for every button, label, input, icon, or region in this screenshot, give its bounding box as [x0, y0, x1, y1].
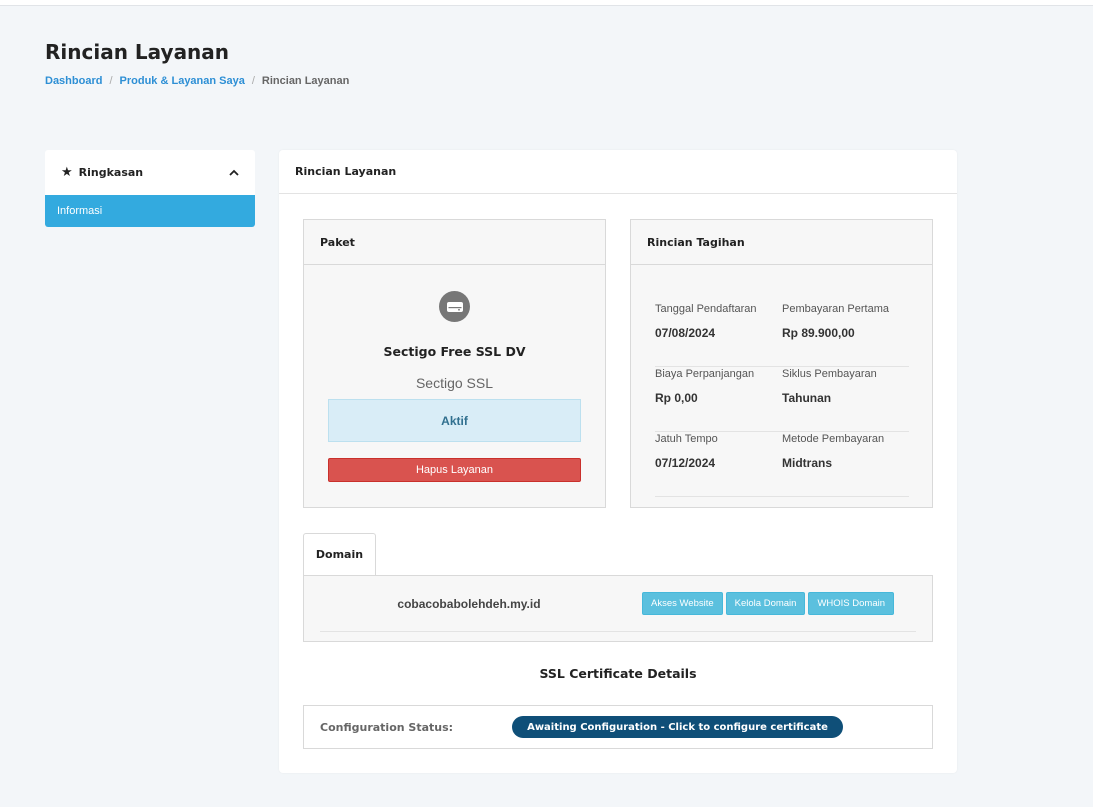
package-box: Paket Sectigo Free SSL DV Sectigo SSL Ak… [303, 219, 606, 508]
status-badge: Aktif [328, 399, 581, 442]
billing-value: Midtrans [782, 456, 833, 470]
billing-cell: Jatuh Tempo 07/12/2024 [655, 432, 782, 496]
breadcrumb-separator: / [109, 75, 113, 87]
configuration-status-label: Configuration Status: [320, 720, 454, 734]
sidebar-header[interactable]: ★ Ringkasan [45, 150, 255, 195]
breadcrumb-products[interactable]: Produk & Layanan Saya [119, 75, 245, 87]
billing-row: Tanggal Pendaftaran 07/08/2024 Pembayara… [655, 302, 909, 367]
tab-domain[interactable]: Domain [303, 533, 376, 575]
delete-service-button[interactable]: Hapus Layanan [328, 458, 581, 482]
billing-value: Rp 89.900,00 [782, 326, 855, 340]
billing-box: Rincian Tagihan Tanggal Pendaftaran 07/0… [630, 219, 933, 508]
star-icon: ★ [61, 165, 73, 180]
sidebar-header-label: Ringkasan [78, 166, 144, 179]
billing-grid: Tanggal Pendaftaran 07/08/2024 Pembayara… [655, 302, 909, 497]
chevron-up-icon[interactable] [229, 166, 239, 179]
billing-value: Tahunan [782, 391, 832, 405]
billing-row: Biaya Perpanjangan Rp 0,00 Siklus Pembay… [655, 367, 909, 432]
whois-domain-button[interactable]: WHOIS Domain [808, 592, 895, 615]
billing-header: Rincian Tagihan [631, 220, 932, 265]
domain-tab-panel: cobacobabolehdeh.my.id Akses Website Kel… [303, 575, 933, 642]
ssl-config-box: Configuration Status: Awaiting Configura… [303, 705, 933, 749]
product-group: Sectigo SSL [415, 375, 494, 391]
billing-cell: Pembayaran Pertama Rp 89.900,00 [782, 302, 909, 366]
server-icon [439, 291, 470, 322]
visit-website-button[interactable]: Akses Website [642, 592, 723, 615]
billing-cell: Metode Pembayaran Midtrans [782, 432, 909, 496]
billing-value: 07/12/2024 [655, 456, 716, 470]
billing-label: Biaya Perpanjangan [655, 368, 755, 380]
configure-certificate-button[interactable]: Awaiting Configuration - Click to config… [512, 716, 843, 738]
billing-value: 07/08/2024 [655, 326, 716, 340]
package-header: Paket [304, 220, 605, 265]
billing-cell: Tanggal Pendaftaran 07/08/2024 [655, 302, 782, 366]
product-name: Sectigo Free SSL DV [383, 344, 526, 359]
panel-title: Rincian Layanan [279, 150, 957, 194]
sidebar: ★ Ringkasan Informasi [45, 150, 255, 227]
billing-cell: Siklus Pembayaran Tahunan [782, 367, 909, 431]
billing-label: Jatuh Tempo [655, 433, 718, 445]
billing-label: Metode Pembayaran [782, 433, 885, 445]
manage-domain-button[interactable]: Kelola Domain [725, 592, 806, 615]
breadcrumb-dashboard[interactable]: Dashboard [45, 75, 103, 87]
breadcrumb: Dashboard / Produk & Layanan Saya / Rinc… [45, 75, 349, 87]
top-bar [0, 0, 1093, 6]
domain-actions: Akses Website Kelola Domain WHOIS Domain [618, 576, 916, 632]
billing-cell: Biaya Perpanjangan Rp 0,00 [655, 367, 782, 431]
ssl-section-title: SSL Certificate Details [539, 666, 697, 681]
billing-label: Pembayaran Pertama [782, 303, 889, 315]
breadcrumb-separator: / [251, 75, 255, 87]
domain-name: cobacobabolehdeh.my.id [320, 576, 618, 632]
billing-value: Rp 0,00 [655, 391, 698, 405]
billing-row: Jatuh Tempo 07/12/2024 Metode Pembayaran… [655, 432, 909, 497]
breadcrumb-current: Rincian Layanan [261, 75, 350, 87]
billing-label: Siklus Pembayaran [782, 368, 877, 380]
page-title: Rincian Layanan [45, 40, 230, 64]
sidebar-item-informasi[interactable]: Informasi [45, 195, 255, 227]
billing-label: Tanggal Pendaftaran [655, 303, 757, 315]
service-details-panel: Rincian Layanan Paket Sectigo Free SSL D… [279, 150, 957, 773]
